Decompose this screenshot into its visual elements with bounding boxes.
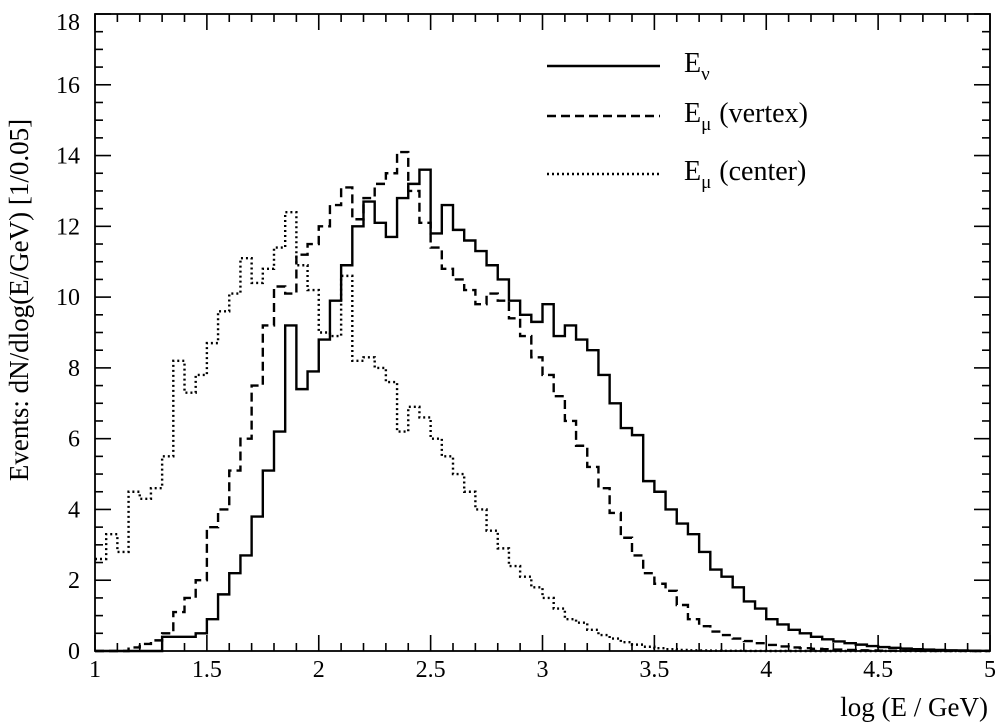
x-tick-label: 2 — [313, 657, 325, 683]
legend-entry-e-nu: Eν — [547, 48, 710, 85]
series-line-solid — [95, 168, 990, 653]
ticks-layer: 1 1.5 2 2.5 3 3.5 4 4.5 5 0 2 4 6 8 10 12 14 16 18 — [56, 10, 996, 683]
y-tick-label: 6 — [68, 427, 80, 453]
legend-label-e-nu: Eν — [684, 48, 710, 85]
y-axis-label: Events: dN/dlog(E/GeV) [1/0.05] — [4, 119, 34, 481]
legend-label-e-mu-center: Eμ (center) — [684, 156, 806, 193]
y-tick-label: 4 — [68, 497, 80, 523]
series-layer — [95, 150, 990, 653]
x-tick-label: 5 — [984, 657, 996, 683]
y-tick-label: 8 — [68, 356, 80, 382]
y-tick-label: 2 — [68, 568, 80, 594]
x-tick-label: 4.5 — [863, 657, 893, 683]
legend: Eν Eμ (vertex) Eμ (center) — [547, 48, 808, 193]
plot-frame — [94, 13, 991, 652]
y-tick-label: 0 — [68, 639, 80, 665]
x-axis-label: log (E / GeV) — [840, 692, 988, 722]
x-tick-label: 3.5 — [639, 657, 669, 683]
y-tick-label: 12 — [56, 214, 80, 240]
legend-entry-e-mu-center: Eμ (center) — [547, 156, 806, 193]
x-tick-label: 3 — [537, 657, 549, 683]
legend-label-e-mu-vertex: Eμ (vertex) — [684, 98, 808, 135]
legend-entry-e-mu-vertex: Eμ (vertex) — [547, 98, 808, 135]
x-tick-label: 1 — [89, 657, 101, 683]
y-tick-label: 18 — [56, 10, 80, 36]
y-tick-label: 16 — [56, 73, 80, 99]
x-tick-label: 2.5 — [416, 657, 446, 683]
y-tick-label: 14 — [56, 144, 80, 170]
y-tick-label: 10 — [56, 285, 80, 311]
x-tick-label: 1.5 — [192, 657, 222, 683]
x-tick-label: 4 — [760, 657, 772, 683]
